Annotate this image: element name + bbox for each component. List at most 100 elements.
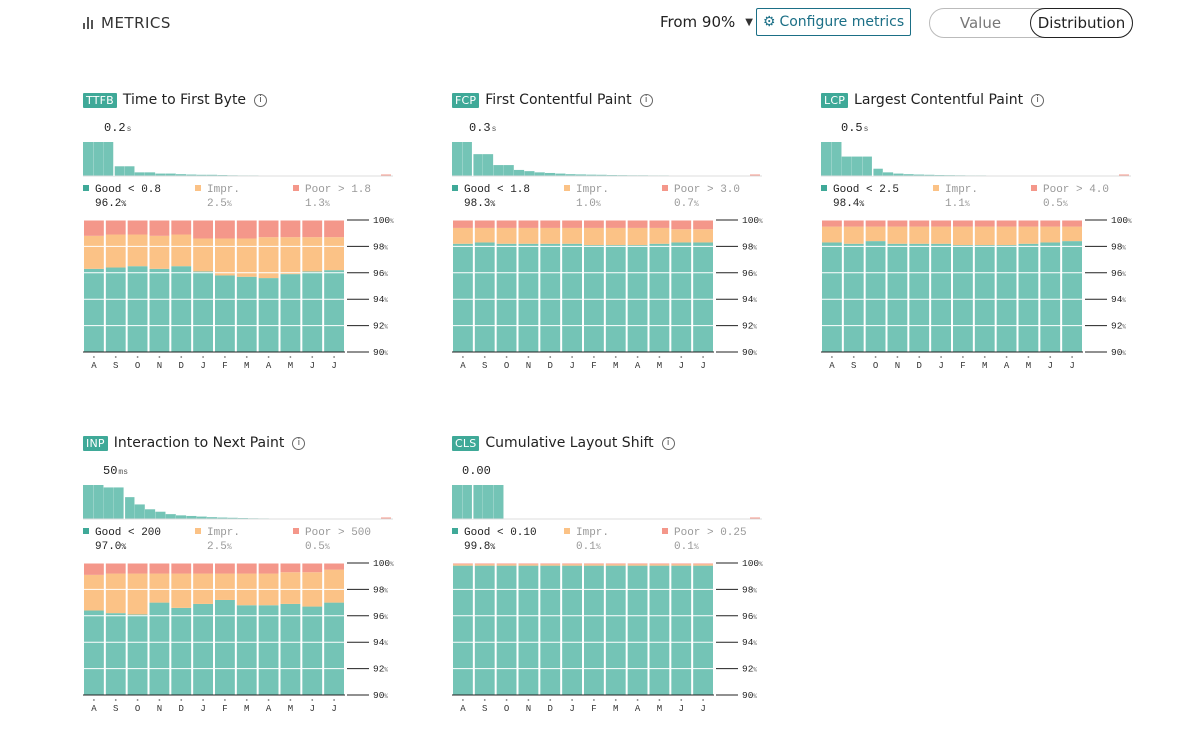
info-icon[interactable]: i — [292, 436, 306, 450]
histogram-bar — [124, 497, 135, 519]
x-tick-dot — [505, 356, 508, 358]
bar-segment-good — [693, 242, 713, 352]
x-tick-label: F — [591, 361, 596, 371]
legend-poor-unit: % — [1062, 200, 1068, 209]
bar-segment-poor — [236, 563, 257, 574]
y-tick-label: 96% — [1111, 268, 1126, 279]
info-icon[interactable]: i — [1031, 93, 1045, 107]
bar-segment-good — [562, 243, 582, 352]
bar-segment-good — [474, 565, 495, 695]
metric-value: 0.5s — [841, 121, 868, 135]
x-tick-dot — [1071, 356, 1073, 358]
configure-metrics-button[interactable]: ⚙ Configure metrics — [756, 8, 911, 36]
histogram-bar — [103, 142, 114, 176]
y-tick-unit: % — [384, 244, 388, 251]
legend-impr-pct: 2.5 — [207, 198, 227, 210]
x-tick-label: N — [526, 361, 531, 371]
x-tick-label: O — [873, 361, 878, 371]
percentile-select[interactable]: From 90% ▼ — [660, 13, 753, 31]
histogram-bar — [893, 173, 904, 176]
x-tick-dot — [245, 356, 248, 358]
bar-segment-good — [843, 243, 864, 352]
histogram-bar — [576, 174, 587, 176]
bar-segment-improve — [84, 574, 104, 611]
histogram-bar — [134, 504, 145, 519]
legend-poor-label: Poor > 1.8 — [305, 184, 372, 196]
legend-impr-unit: % — [595, 543, 601, 552]
bar-segment-poor — [105, 563, 126, 574]
legend-good-unit: % — [490, 200, 496, 209]
x-tick-label: M — [657, 361, 662, 371]
good-swatch — [452, 185, 458, 191]
bar-segment-improve — [149, 573, 170, 603]
bar-segment-improve — [193, 238, 213, 272]
legend-good: Good < 0.10 99.8% — [452, 526, 537, 555]
bar-segment-good — [496, 243, 517, 352]
bar-segment-poor — [627, 220, 648, 228]
bar-segment-good — [149, 268, 170, 352]
legend-good: Good < 1.8 98.3% — [452, 183, 530, 212]
x-tick-dot — [267, 699, 270, 701]
x-tick-dot — [180, 699, 183, 701]
x-tick-dot — [918, 356, 921, 358]
legend-good-label: Good < 200 — [95, 527, 162, 539]
histogram-bar — [883, 172, 894, 176]
x-tick-dot — [549, 356, 552, 358]
good-swatch — [821, 185, 827, 191]
y-tick-label: 98% — [742, 584, 757, 595]
bar-segment-good — [215, 275, 235, 352]
histogram-bar — [134, 172, 145, 176]
info-icon[interactable]: i — [639, 93, 653, 107]
x-tick-dot — [245, 699, 248, 701]
bar-segment-good — [171, 607, 192, 695]
x-tick-dot — [93, 699, 95, 701]
metric-panel-lcp: LCP Largest Contentful Paint i 0.5s Good… — [821, 92, 1141, 392]
x-tick-label: A — [460, 704, 466, 714]
bar-segment-improve — [149, 235, 170, 269]
bar-segment-good — [496, 565, 517, 695]
stacked-bar-chart: A S O N D J F M A M J J 100% 98% 96% 94% 92% 90% — [821, 217, 1132, 371]
legend-impr-unit: % — [226, 200, 232, 209]
histogram-poor-tail — [750, 174, 760, 176]
x-tick-label: J — [679, 361, 684, 371]
metric-name: Interaction to Next Paint — [113, 435, 285, 451]
info-icon[interactable]: i — [661, 436, 675, 450]
x-tick-dot — [158, 699, 161, 701]
x-tick-label: F — [960, 361, 965, 371]
histogram-bar — [165, 173, 176, 176]
y-tick-label: 100% — [373, 560, 394, 569]
x-tick-dot — [311, 699, 314, 701]
legend-impr-unit: % — [964, 200, 970, 209]
info-icon[interactable]: i — [254, 93, 268, 107]
bar-segment-poor — [518, 220, 539, 228]
y-tick-unit: % — [759, 218, 763, 225]
x-tick-dot — [680, 356, 683, 358]
bar-segment-poor — [605, 220, 626, 228]
metric-value-number: 0.00 — [462, 464, 491, 478]
view-toggle-value[interactable]: Value — [959, 14, 1002, 32]
legend-good: Good < 200 97.0% — [83, 526, 161, 555]
legend-good: Good < 2.5 98.4% — [821, 183, 899, 212]
x-tick-label: S — [113, 704, 118, 714]
bar-segment-poor — [605, 563, 626, 565]
histogram-bar — [462, 142, 473, 176]
bar-segment-improve — [843, 226, 864, 244]
x-tick-label: F — [222, 361, 227, 371]
legend-impr-label: Impr. — [576, 184, 610, 196]
y-tick-label: 92% — [373, 664, 388, 675]
bar-segment-poor — [562, 563, 582, 565]
legend-good-pct: 99.8 — [464, 541, 491, 553]
bar-segment-improve — [496, 564, 517, 566]
y-tick-unit: % — [753, 640, 757, 647]
bar-segment-poor — [496, 220, 517, 228]
bar-segment-poor — [171, 220, 192, 235]
bar-segment-improve — [974, 226, 995, 246]
bar-segment-good — [974, 245, 995, 352]
legend-impr-unit: % — [226, 543, 232, 552]
bar-segment-improve — [605, 227, 626, 246]
legend-good-unit: % — [859, 200, 865, 209]
x-tick-label: J — [331, 704, 336, 714]
view-toggle-distribution[interactable]: Distribution — [1030, 8, 1133, 38]
bar-segment-good — [149, 602, 170, 695]
metric-title: TTFB Time to First Byte i — [83, 92, 268, 108]
